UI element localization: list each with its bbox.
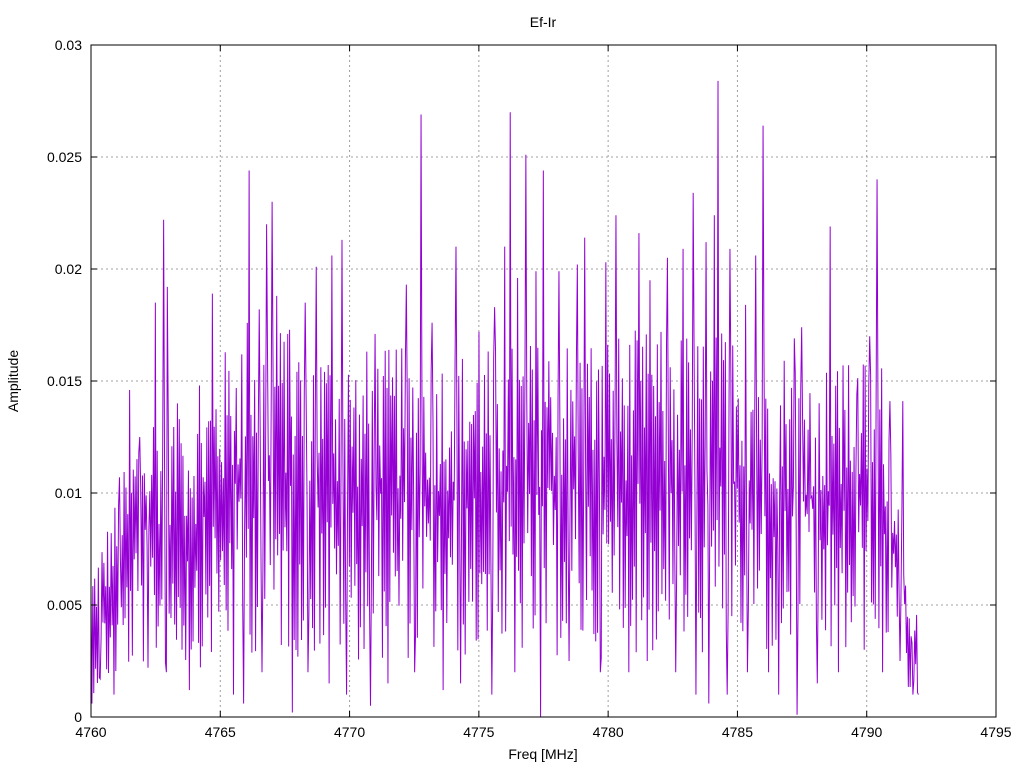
x-tick-label: 4770 (334, 724, 365, 740)
y-axis-label: Amplitude (5, 350, 21, 412)
x-tick-label: 4785 (722, 724, 753, 740)
chart-title: Ef-Ir (530, 14, 557, 30)
x-axis-label: Freq [MHz] (508, 746, 577, 762)
x-tick-label: 4775 (463, 724, 494, 740)
axis-ticks: 4760 4765 4770 4775 4780 4785 4790 4795 0 0.005 0.… (47, 37, 1012, 740)
y-tick-label: 0.025 (47, 149, 82, 165)
x-tick-label: 4765 (205, 724, 236, 740)
y-tick-label: 0.005 (47, 597, 82, 613)
x-tick-label: 4795 (980, 724, 1011, 740)
y-tick-label: 0.03 (55, 37, 82, 53)
y-tick-label: 0 (74, 709, 82, 725)
x-tick-label: 4760 (75, 724, 106, 740)
y-tick-label: 0.01 (55, 485, 82, 501)
y-tick-label: 0.015 (47, 373, 82, 389)
x-tick-label: 4780 (593, 724, 624, 740)
amplitude-trace (90, 80, 919, 718)
x-tick-label: 4790 (851, 724, 882, 740)
series-line (90, 80, 919, 718)
y-tick-label: 0.02 (55, 261, 82, 277)
